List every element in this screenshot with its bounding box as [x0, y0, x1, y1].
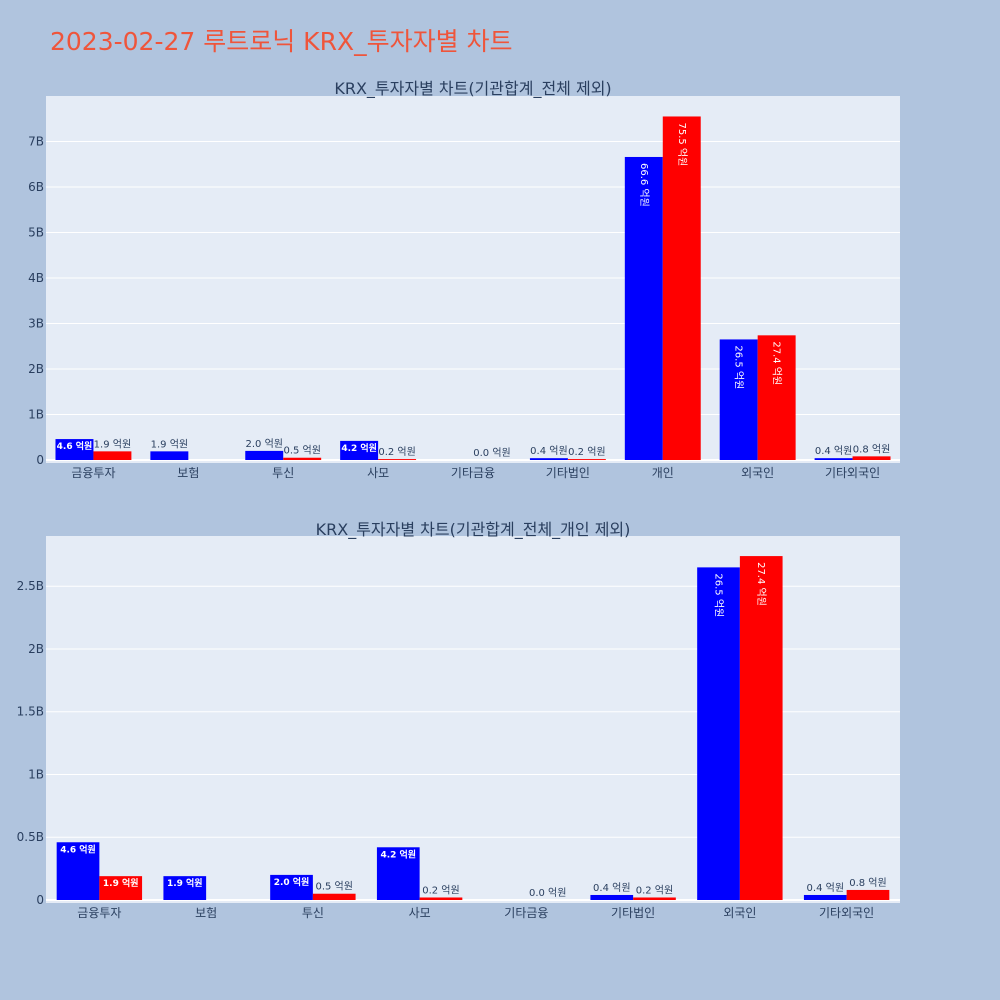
data-label: 0.8 억원 [853, 443, 890, 455]
data-label: 1.9 억원 [167, 877, 203, 889]
bar-buy [245, 450, 284, 460]
y-tick-label: 5B [28, 226, 44, 240]
chart-bottom: KRX_투자자별 차트(기관합계_전체_개인 제외) 0 0.5B 1B 1.5B 2B 2… [17, 520, 900, 920]
data-label: 0.2 억원 [378, 446, 415, 458]
x-tick-label: 개인 [652, 466, 674, 480]
x-tick-label: 투신 [302, 906, 324, 920]
data-label: 4.2 억원 [341, 442, 377, 454]
data-label: 26.5 억원 [733, 345, 745, 389]
bar-sell [567, 459, 606, 460]
data-label: 0.4 억원 [593, 882, 630, 894]
x-tick-label: 기타금융 [504, 906, 548, 920]
data-label: 0.8 억원 [849, 877, 886, 889]
y-tick-label: 7B [28, 135, 44, 149]
bar-sell [633, 897, 676, 900]
bar-sell [378, 459, 417, 460]
data-label: 0.5 억원 [315, 881, 352, 893]
x-tick-label: 금융투자 [77, 906, 121, 920]
y-tick-label: 2B [28, 642, 44, 656]
x-tick-label: 금융투자 [71, 466, 115, 480]
y-tick-label: 1B [28, 767, 44, 781]
bar-sell [312, 893, 356, 900]
x-tick-label: 외국인 [741, 466, 774, 480]
bar-buy [590, 894, 634, 900]
bar-sell [739, 556, 783, 900]
data-label: 4.2 억원 [380, 848, 416, 860]
bar-sell [419, 897, 463, 900]
bar-buy [814, 458, 853, 460]
data-label: 0.2 억원 [568, 446, 605, 458]
bar-buy [529, 458, 568, 460]
x-tick-label: 기타법인 [611, 906, 655, 920]
x-tick-label: 투신 [272, 466, 294, 480]
data-label: 0.4 억원 [815, 445, 852, 457]
x-tick-label: 사모 [367, 466, 389, 480]
y-tick-label: 2.5B [17, 579, 44, 593]
y-tick-label: 3B [28, 317, 44, 331]
y-tick-label: 0 [36, 893, 44, 907]
data-label: 1.9 억원 [94, 438, 131, 450]
bar-sell [852, 456, 891, 460]
x-tick-label: 사모 [409, 906, 431, 920]
data-label: 27.4 억원 [771, 341, 783, 385]
data-label: 0.2 억원 [636, 884, 673, 896]
x-tick-label: 기타외국인 [825, 466, 880, 480]
data-label: 0.5 억원 [283, 445, 320, 457]
data-label: 0.0 억원 [529, 887, 566, 899]
x-tick-label: 외국인 [723, 906, 756, 920]
bar-sell [662, 116, 701, 460]
bar-buy [376, 847, 420, 900]
y-tick-label: 0.5B [17, 830, 44, 844]
x-tick-label: 기타금융 [451, 466, 495, 480]
chart-top: KRX_투자자별 차트(기관합계_전체 제외) 0 1B 2B 3B 4B 5B 6B 7B 4.… [28, 79, 900, 480]
data-label: 0.4 억원 [807, 882, 844, 894]
chart-title: KRX_투자자별 차트(기관합계_전체 제외) [334, 79, 611, 99]
data-label: 27.4 억원 [755, 562, 767, 606]
data-label: 0.2 억원 [422, 884, 459, 896]
data-label: 4.6 억원 [60, 843, 96, 855]
y-tick-label: 0 [36, 453, 44, 467]
y-tick-label: 6B [28, 180, 44, 194]
data-label: 1.9 억원 [103, 877, 139, 889]
y-tick-label: 4B [28, 271, 44, 285]
data-label: 2.0 억원 [274, 876, 310, 888]
bar-buy [56, 842, 100, 900]
data-label: 4.6 억원 [57, 440, 93, 452]
bar-buy [719, 339, 758, 460]
bar-buy [163, 876, 207, 900]
bar-buy [270, 874, 313, 900]
page-title: 2023-02-27 루트로닉 KRX_투자자별 차트 [50, 27, 513, 56]
x-tick-label: 보험 [177, 466, 199, 480]
bar-sell [283, 457, 322, 460]
bar-sell [99, 876, 143, 900]
y-tick-label: 2B [28, 362, 44, 376]
data-label: 0.4 억원 [530, 445, 567, 457]
bar-buy [803, 894, 847, 900]
x-tick-label: 기타외국인 [819, 906, 874, 920]
data-label: 0.0 억원 [473, 447, 510, 459]
data-label: 26.5 억원 [713, 573, 725, 617]
data-label: 66.6 억원 [638, 163, 650, 207]
bar-sell [93, 451, 132, 460]
data-label: 2.0 억원 [246, 438, 283, 450]
y-tick-label: 1B [28, 408, 44, 422]
data-label: 1.9 억원 [151, 438, 188, 450]
bar-buy [624, 156, 663, 460]
y-tick-label: 1.5B [17, 705, 44, 719]
bar-buy [150, 451, 189, 460]
bar-buy [340, 440, 379, 460]
x-tick-label: 기타법인 [546, 466, 590, 480]
bar-buy [697, 567, 740, 900]
bar-sell [757, 335, 796, 460]
chart-title: KRX_투자자별 차트(기관합계_전체_개인 제외) [316, 520, 631, 540]
bar-buy [55, 439, 94, 460]
data-label: 75.5 억원 [676, 122, 688, 166]
bar-sell [846, 889, 890, 900]
x-tick-label: 보험 [195, 906, 217, 920]
